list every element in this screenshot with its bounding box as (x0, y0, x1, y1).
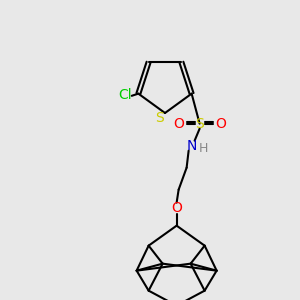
Text: N: N (186, 139, 197, 153)
Text: H: H (199, 142, 208, 155)
Text: S: S (154, 111, 164, 125)
Text: O: O (173, 117, 184, 131)
Text: O: O (171, 201, 182, 215)
Text: Cl: Cl (118, 88, 132, 102)
Text: O: O (215, 117, 226, 131)
Text: S: S (195, 117, 204, 131)
